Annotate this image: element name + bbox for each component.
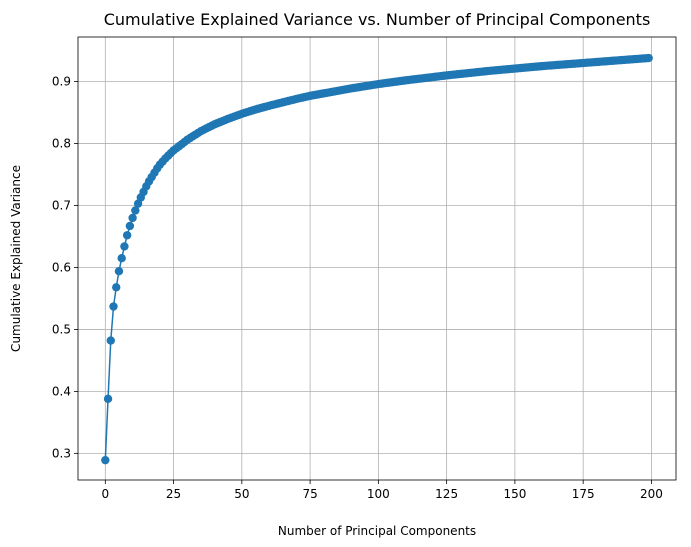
data-point bbox=[644, 53, 653, 63]
y-tick-label: 0.6 bbox=[52, 260, 71, 274]
data-point bbox=[103, 394, 113, 404]
series-line bbox=[104, 57, 649, 461]
data-point bbox=[109, 302, 118, 311]
x-tick-label: 75 bbox=[302, 487, 317, 501]
x-axis-label: Number of Principal Components bbox=[278, 524, 476, 538]
data-point bbox=[101, 455, 110, 465]
x-tick-label: 175 bbox=[572, 487, 595, 501]
x-tick-label: 100 bbox=[367, 487, 390, 501]
data-point bbox=[122, 231, 132, 240]
x-tick-label: 200 bbox=[640, 487, 663, 501]
data-point bbox=[106, 336, 115, 345]
plot-frame bbox=[77, 36, 677, 481]
x-tick-label: 0 bbox=[101, 487, 109, 501]
y-tick-label: 0.4 bbox=[52, 384, 71, 398]
x-tick-label: 50 bbox=[234, 487, 249, 501]
y-tick-label: 0.9 bbox=[52, 75, 71, 89]
chart-title: Cumulative Explained Variance vs. Number… bbox=[104, 10, 651, 29]
y-tick-label: 0.5 bbox=[52, 322, 71, 336]
x-tick-label: 125 bbox=[435, 487, 458, 501]
data-point bbox=[128, 213, 137, 223]
y-tick-label: 0.3 bbox=[52, 446, 71, 460]
data-point bbox=[131, 206, 140, 215]
data-point bbox=[120, 242, 129, 251]
data-point bbox=[125, 221, 135, 231]
y-axis-label: Cumulative Explained Variance bbox=[9, 165, 23, 352]
y-tick-label: 0.7 bbox=[52, 199, 71, 213]
y-tick-label: 0.8 bbox=[52, 137, 71, 151]
data-point bbox=[112, 283, 121, 292]
x-tick-label: 25 bbox=[166, 487, 181, 501]
x-tick-label: 150 bbox=[503, 487, 526, 501]
data-point bbox=[117, 253, 126, 263]
data-point bbox=[114, 267, 124, 276]
